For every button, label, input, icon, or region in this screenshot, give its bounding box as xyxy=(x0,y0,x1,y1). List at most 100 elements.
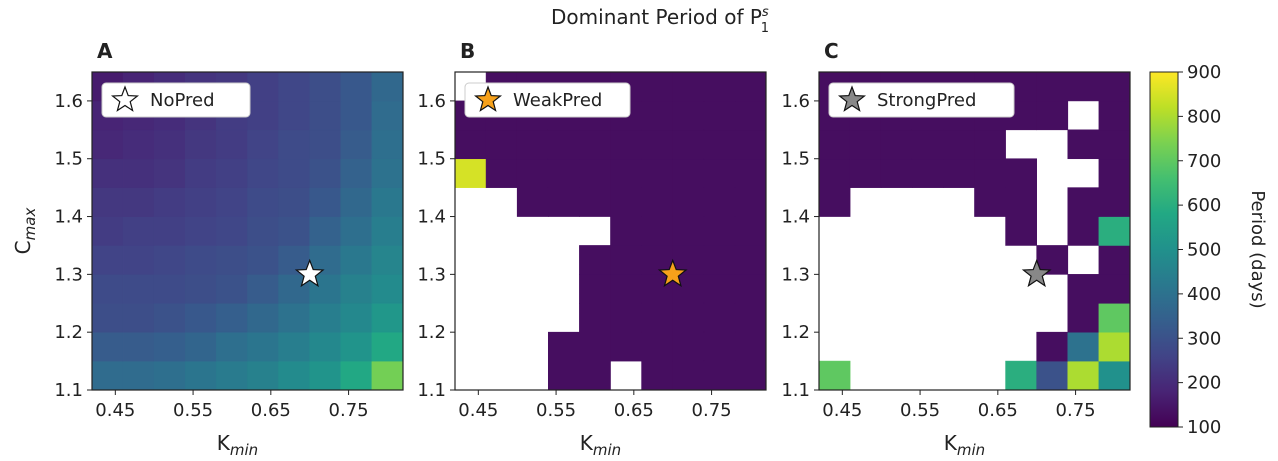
contour-cell xyxy=(641,187,673,217)
contour-cell xyxy=(153,360,186,391)
contour-cell xyxy=(247,216,279,246)
contour-cell xyxy=(216,360,248,391)
contour-cell xyxy=(880,129,913,160)
contour-cell xyxy=(1098,100,1131,131)
contour-cell xyxy=(153,129,186,160)
contour-cell xyxy=(1036,331,1069,362)
contour-cell xyxy=(849,158,882,188)
contour-cell xyxy=(1067,302,1100,333)
x-axis-label: Kmin xyxy=(944,431,985,459)
contour-cell xyxy=(278,71,311,102)
contour-cell xyxy=(247,360,279,391)
x-tick-label: 0.65 xyxy=(978,400,1018,421)
contour-cell xyxy=(371,360,404,391)
x-tick-label: 0.45 xyxy=(458,400,498,421)
panel-label: C xyxy=(824,39,839,63)
contour-cell xyxy=(185,360,217,391)
contour-cell xyxy=(340,187,373,217)
contour-cell xyxy=(516,187,549,217)
contour-cell xyxy=(340,360,373,391)
contour-cell xyxy=(153,245,186,275)
contour-cell xyxy=(91,360,124,391)
contour-cell xyxy=(610,274,642,304)
contour-cell xyxy=(153,331,186,362)
contour-cell xyxy=(91,158,124,188)
x-tick-label: 0.65 xyxy=(251,400,291,421)
contour-cell xyxy=(91,274,124,304)
contour-cell xyxy=(1098,216,1131,246)
contour-cell xyxy=(734,158,767,188)
colorbar-tick-label: 600 xyxy=(1187,195,1221,216)
x-axis-label-base: K xyxy=(944,431,958,455)
contour-cell xyxy=(340,216,373,246)
contour-cell xyxy=(610,187,642,217)
contour-cell xyxy=(703,187,736,217)
contour-cell xyxy=(247,100,279,131)
contour-cell xyxy=(1098,158,1131,188)
y-tick-label: 1.6 xyxy=(781,91,810,112)
contour-cell xyxy=(703,71,736,102)
contour-cell xyxy=(153,187,186,217)
colorbar-tick-label: 500 xyxy=(1187,240,1221,261)
contour-cell xyxy=(1098,187,1131,217)
contour-cell xyxy=(579,302,611,333)
contour-cell xyxy=(216,129,248,160)
x-tick-label: 0.45 xyxy=(822,400,862,421)
colorbar-tick-label: 700 xyxy=(1187,151,1221,172)
contour-cell xyxy=(672,187,705,217)
contour-cell xyxy=(309,331,342,362)
contour-cell xyxy=(641,129,673,160)
contour-cell xyxy=(818,187,851,217)
contour-cell xyxy=(641,360,673,391)
contour-cell xyxy=(340,331,373,362)
contour-cell xyxy=(641,302,673,333)
contour-cell xyxy=(278,100,311,131)
y-tick-label: 1.2 xyxy=(54,322,83,343)
y-tick-label: 1.2 xyxy=(781,322,810,343)
legend-box xyxy=(464,82,631,118)
contour-cell xyxy=(185,187,217,217)
contour-cell xyxy=(641,71,673,102)
plot-frame xyxy=(91,71,404,391)
y-tick-label: 1.4 xyxy=(417,207,446,228)
contour-cell xyxy=(340,158,373,188)
contour-cell xyxy=(247,158,279,188)
contour-cell xyxy=(247,129,279,160)
colorbar xyxy=(1149,71,1179,428)
contour-cell xyxy=(91,129,124,160)
contour-cell xyxy=(247,71,279,102)
contour-cell xyxy=(309,302,342,333)
contour-cell xyxy=(278,302,311,333)
contour-cell xyxy=(185,216,217,246)
contour-cell xyxy=(185,245,217,275)
colorbar-tick-label: 400 xyxy=(1187,284,1221,305)
contour-cell xyxy=(1067,187,1100,217)
contour-cell xyxy=(185,158,217,188)
contour-cell xyxy=(185,331,217,362)
contour-cell xyxy=(547,158,580,188)
contour-cell xyxy=(122,129,155,160)
legend-label: StrongPred xyxy=(877,90,976,111)
contour-cell xyxy=(974,129,1006,160)
contour-cell xyxy=(454,129,487,160)
contour-cell xyxy=(734,187,767,217)
y-tick-label: 1.1 xyxy=(417,380,446,401)
x-tick-label: 0.55 xyxy=(536,400,576,421)
x-axis-label-sub: min xyxy=(593,441,621,459)
contour-cell xyxy=(579,245,611,275)
contour-cell xyxy=(610,331,642,362)
contour-cell xyxy=(309,100,342,131)
contour-cell xyxy=(734,274,767,304)
contour-cell xyxy=(734,245,767,275)
contour-cell xyxy=(672,216,705,246)
contour-cell xyxy=(340,100,373,131)
legend-marker xyxy=(473,85,503,112)
contour-cell xyxy=(340,71,373,102)
contour-cell xyxy=(153,216,186,246)
contour-cell xyxy=(579,158,611,188)
contour-cell xyxy=(672,331,705,362)
contour-cell xyxy=(579,187,611,217)
legend-label: NoPred xyxy=(150,90,215,111)
x-axis-label-base: K xyxy=(217,431,231,455)
